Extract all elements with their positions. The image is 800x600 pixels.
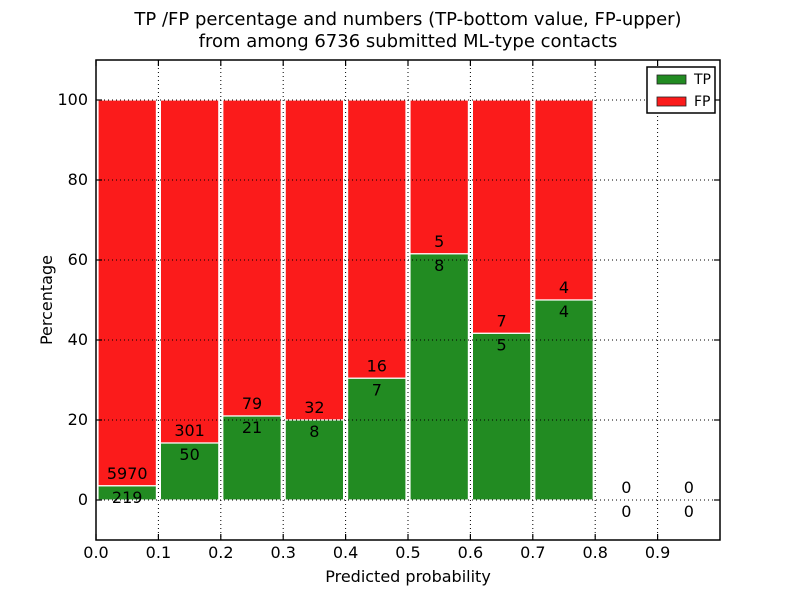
tp-bar: [97, 485, 158, 501]
x-tick-label: 0.2: [208, 543, 233, 562]
legend-label-fp: FP: [694, 94, 711, 110]
x-axis-label: Predicted probability: [325, 567, 491, 586]
fp-count-label: 7: [497, 311, 507, 330]
y-tick-label: 100: [57, 90, 88, 109]
fp-count-label: 4: [559, 278, 569, 297]
y-tick-label: 40: [68, 330, 88, 349]
fp-count-label: 301: [174, 421, 205, 440]
chart-title-line2: from among 6736 submitted ML-type contac…: [198, 31, 618, 52]
legend-label-tp: TP: [693, 72, 711, 88]
legend-swatch-tp: [656, 74, 687, 85]
x-tick-label: 0.7: [520, 543, 545, 562]
x-tick-label: 0.4: [333, 543, 358, 562]
tp-count-label: 21: [242, 418, 262, 437]
x-tick-label: 0.0: [83, 543, 108, 562]
tp-count-label: 7: [372, 380, 382, 399]
tp-count-label: 219: [112, 488, 143, 507]
tp-bar: [347, 377, 407, 501]
fp-bar: [471, 99, 532, 334]
x-tick-label: 0.5: [395, 543, 420, 562]
fp-bar: [159, 99, 220, 444]
x-tick-label: 0.3: [270, 543, 295, 562]
fp-count-label: 0: [621, 478, 631, 497]
tp-count-label: 50: [179, 445, 199, 464]
y-tick-label: 20: [68, 410, 88, 429]
x-tick-label: 0.9: [645, 543, 670, 562]
x-tick-label: 0.1: [146, 543, 171, 562]
fp-bar: [347, 99, 407, 379]
fp-bar: [222, 99, 282, 417]
chart-title: TP /FP percentage and numbers (TP-bottom…: [8, 9, 800, 53]
fp-bar: [534, 99, 594, 301]
fp-bar: [284, 99, 345, 421]
tp-bar: [534, 299, 594, 501]
y-tick-label: 0: [78, 490, 88, 509]
tp-bar: [471, 332, 532, 501]
fp-bar: [97, 99, 158, 487]
fp-count-label: 5: [434, 232, 444, 251]
tp-count-label: 8: [434, 256, 444, 275]
tp-bar: [159, 442, 220, 501]
tp-bar: [222, 415, 282, 501]
tp-bar: [409, 253, 470, 501]
y-tick-label: 60: [68, 250, 88, 269]
y-tick-label: 80: [68, 170, 88, 189]
tp-count-label: 4: [559, 302, 569, 321]
fp-count-label: 5970: [107, 464, 148, 483]
y-axis-label: Percentage: [37, 255, 56, 346]
tp-count-label: 5: [497, 335, 507, 354]
fp-count-label: 16: [367, 356, 387, 375]
tp-count-label: 0: [684, 502, 694, 521]
fp-count-label: 0: [684, 478, 694, 497]
x-tick-label: 0.6: [458, 543, 483, 562]
x-tick-label: 0.8: [582, 543, 607, 562]
tp-count-label: 8: [309, 422, 319, 441]
tp-count-label: 0: [621, 502, 631, 521]
legend-swatch-fp: [656, 96, 687, 107]
fp-bar: [409, 99, 470, 255]
tp-bar: [284, 419, 345, 501]
chart-title-line1: TP /FP percentage and numbers (TP-bottom…: [134, 9, 682, 30]
fp-count-label: 32: [304, 398, 324, 417]
fp-count-label: 79: [242, 394, 262, 413]
